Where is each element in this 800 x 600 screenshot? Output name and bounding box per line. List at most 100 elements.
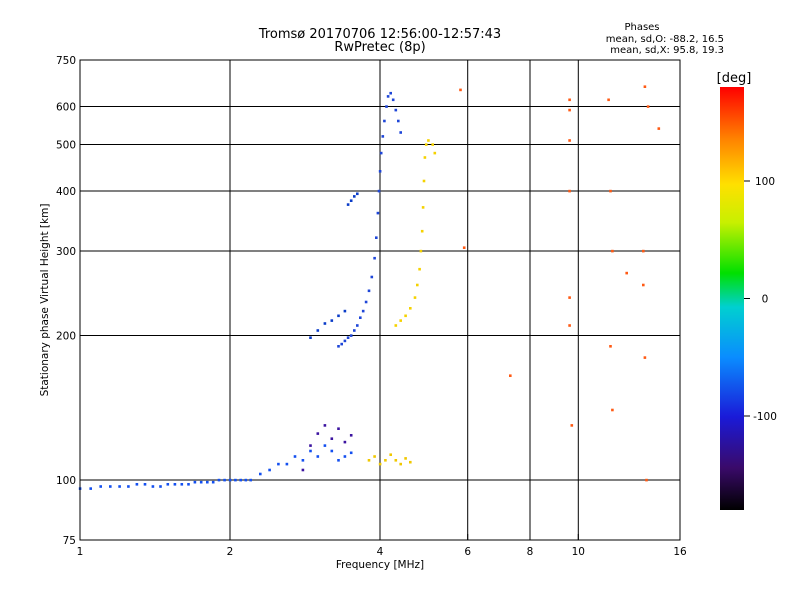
data-point <box>379 151 383 155</box>
data-point <box>420 229 424 233</box>
data-point <box>309 449 312 453</box>
y-axis: 75 100 200 300 400 500 600 750 <box>56 55 86 547</box>
data-point <box>301 459 305 462</box>
series-group <box>394 139 437 327</box>
x-axis-label: Frequency [MHz] <box>336 559 424 571</box>
data-point <box>349 199 353 202</box>
data-point <box>431 143 434 146</box>
data-point <box>399 462 402 466</box>
data-point <box>404 314 407 318</box>
data-point <box>330 449 334 453</box>
y-tick-label: 400 <box>56 186 76 198</box>
data-point <box>316 455 320 458</box>
data-point <box>330 319 334 322</box>
colorbar-tick-label: 0 <box>762 294 769 306</box>
data-point <box>643 85 647 88</box>
data-point <box>359 316 362 319</box>
data-point <box>343 309 347 313</box>
data-point <box>391 98 395 102</box>
colorbar-tick-label: -100 <box>753 411 777 423</box>
data-point <box>159 485 162 488</box>
data-point <box>353 195 356 198</box>
x-tick-label: 1 <box>77 546 84 558</box>
data-point <box>645 478 648 482</box>
data-point <box>356 192 359 196</box>
data-point <box>384 459 387 462</box>
data-point <box>399 131 402 134</box>
data-point <box>611 249 614 253</box>
data-point <box>462 246 466 249</box>
colorbar-label: [deg] <box>717 71 752 86</box>
data-point <box>381 135 385 138</box>
data-point <box>611 408 614 412</box>
data-point <box>373 455 376 458</box>
data-point <box>109 485 112 488</box>
data-point <box>409 307 412 310</box>
data-point <box>423 156 427 159</box>
data-point <box>568 189 571 193</box>
data-point <box>509 374 512 377</box>
data-point <box>118 485 121 488</box>
data-point <box>657 127 661 130</box>
data-point <box>346 336 350 339</box>
chart-subtitle: RwPretec (8p) <box>334 40 425 55</box>
x-tick-label: 8 <box>527 546 534 558</box>
stats-heading: Phases <box>624 22 659 33</box>
data-point <box>609 345 612 348</box>
data-point <box>356 324 359 327</box>
data-point <box>277 462 280 466</box>
data-point <box>206 480 209 484</box>
data-point <box>361 309 365 313</box>
data-point <box>301 468 305 472</box>
data-point <box>424 143 428 146</box>
data-point <box>259 472 262 476</box>
series-group <box>367 453 412 466</box>
data-point <box>217 478 221 482</box>
data-point <box>433 151 437 155</box>
x-tick-label: 2 <box>227 546 234 558</box>
y-axis-label: Stationary phase Virtual Height [km] <box>39 204 51 397</box>
data-point <box>568 98 571 102</box>
data-point <box>337 427 340 430</box>
data-point <box>568 108 571 112</box>
data-point <box>316 432 320 435</box>
data-point <box>642 283 645 287</box>
data-point <box>343 440 347 444</box>
colorbar <box>720 87 744 510</box>
data-point <box>568 324 571 327</box>
data-point <box>316 329 320 332</box>
data-point <box>353 329 356 332</box>
grid <box>80 60 680 540</box>
data-point <box>180 483 184 486</box>
data-point <box>394 108 398 112</box>
data-point <box>570 424 574 427</box>
data-point <box>377 189 381 193</box>
data-point <box>285 462 289 466</box>
data-point <box>389 91 392 95</box>
series-group <box>337 91 402 348</box>
data-point <box>399 319 402 322</box>
data-point <box>376 211 380 215</box>
data-point <box>244 478 248 482</box>
colorbar-ticks: 100 0 -100 <box>744 176 777 423</box>
data-point <box>364 300 368 304</box>
data-points <box>78 85 661 490</box>
colorbar-tick-label: 100 <box>755 176 775 188</box>
data-point <box>394 459 398 462</box>
data-point <box>166 483 170 486</box>
data-point <box>228 478 232 482</box>
data-point <box>323 322 327 325</box>
y-tick-label: 500 <box>56 140 76 152</box>
data-point <box>397 119 400 123</box>
data-point <box>625 271 628 275</box>
y-tick-label: 100 <box>56 475 76 487</box>
data-point <box>422 179 426 183</box>
chart-title: Tromsø 20170706 12:56:00-12:57:43 <box>258 27 501 42</box>
data-point <box>343 455 347 458</box>
data-point <box>293 455 297 458</box>
x-tick-label: 10 <box>572 546 585 558</box>
data-point <box>199 480 203 484</box>
data-point <box>367 289 371 293</box>
data-point <box>643 356 647 359</box>
data-point <box>459 88 462 92</box>
